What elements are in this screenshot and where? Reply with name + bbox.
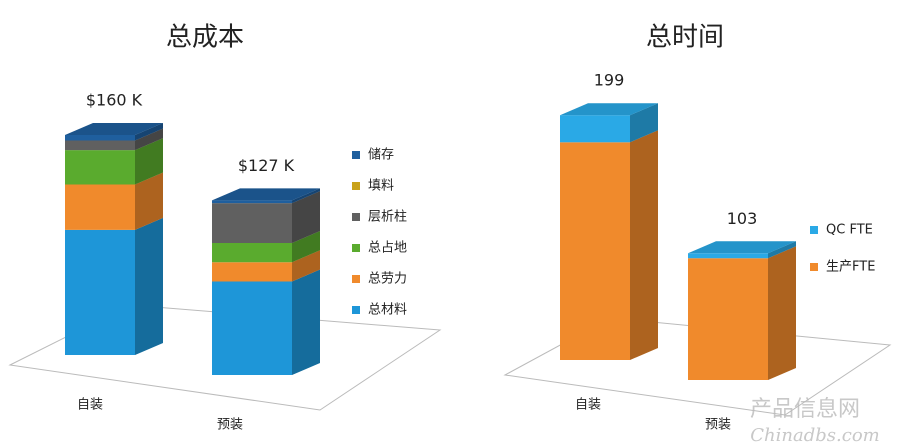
legend-label: QC FTE <box>826 223 873 238</box>
watermark: Chinadbs.com <box>750 425 879 445</box>
x-tick-label: 自装 <box>77 398 103 413</box>
bar-side <box>135 172 163 230</box>
bar-side <box>135 128 163 151</box>
chart-title: 总时间 <box>646 23 724 53</box>
legend-label: 储存 <box>368 148 394 163</box>
bar-side-shade <box>292 191 320 243</box>
bar-side <box>292 269 320 375</box>
legend-swatch <box>352 182 360 190</box>
bar-top <box>212 188 320 201</box>
bar-side-shade <box>135 172 163 230</box>
bar-side <box>135 138 163 185</box>
bar-side <box>292 188 320 204</box>
legend-label: 层析柱 <box>368 210 407 225</box>
legend-label: 总材料 <box>368 303 407 318</box>
bar-segment <box>560 142 630 360</box>
bar-side-shade <box>292 269 320 375</box>
legend-swatch <box>352 244 360 252</box>
bar-side <box>135 217 163 355</box>
legend-swatch <box>352 306 360 314</box>
legend-swatch <box>352 275 360 283</box>
total-label: $127 K <box>238 156 295 175</box>
bar-segment <box>560 115 630 143</box>
bar-segment <box>688 258 768 380</box>
x-tick-label: 自装 <box>575 398 601 413</box>
bar-segment <box>65 150 135 185</box>
bar-segment <box>212 200 292 204</box>
bar-segment <box>65 229 135 355</box>
bar-top-shade <box>688 241 796 254</box>
bar-side-shade <box>768 246 796 380</box>
bar-segment <box>212 203 292 243</box>
legend-swatch <box>810 263 818 271</box>
legend-label: 生产FTE <box>826 260 875 275</box>
bar-side <box>292 250 320 282</box>
bar-side-shade <box>135 123 163 141</box>
bar-side-shade <box>768 241 796 259</box>
bar-segment <box>688 253 768 259</box>
bar-segment <box>65 184 135 230</box>
legend-label: 总劳力 <box>368 271 407 287</box>
total-label: 103 <box>727 209 758 228</box>
bar-side <box>768 241 796 259</box>
legend-swatch <box>810 226 818 234</box>
bar-top-shade <box>65 123 163 135</box>
bar-side-shade <box>135 128 163 151</box>
bar-segment <box>212 262 292 282</box>
bar-segment <box>212 243 292 263</box>
bar-top <box>560 103 658 116</box>
x-tick-label: 预装 <box>217 418 243 433</box>
bar-segment <box>65 135 135 141</box>
bar-side <box>630 103 658 143</box>
bar-segment <box>65 140 135 151</box>
bar-side-shade <box>135 217 163 355</box>
bar-side-shade <box>292 250 320 282</box>
bar-side-shade <box>630 130 658 360</box>
bar-side <box>292 191 320 243</box>
bar-side <box>135 123 163 141</box>
chart-title: 总成本 <box>166 23 244 53</box>
total-label: 199 <box>594 71 625 90</box>
bar-side <box>768 246 796 380</box>
legend-label: 总占地 <box>368 241 407 256</box>
bar-side-shade <box>630 103 658 143</box>
x-tick-label: 预装 <box>705 418 731 433</box>
bar-side-shade <box>292 231 320 263</box>
legend-label: 填料 <box>368 179 394 194</box>
bar-top-shade <box>560 103 658 116</box>
bar-side <box>292 231 320 263</box>
bar-segment <box>212 281 292 375</box>
bar-top <box>65 123 163 135</box>
bar-side <box>630 130 658 360</box>
bar-side-shade <box>292 188 320 204</box>
total-label: $160 K <box>86 91 143 110</box>
bar-top <box>688 241 796 254</box>
legend-swatch <box>352 151 360 159</box>
legend-swatch <box>352 213 360 221</box>
bar-side-shade <box>135 138 163 185</box>
bar-top-shade <box>212 188 320 201</box>
watermark: 产品信息网 <box>750 397 860 422</box>
